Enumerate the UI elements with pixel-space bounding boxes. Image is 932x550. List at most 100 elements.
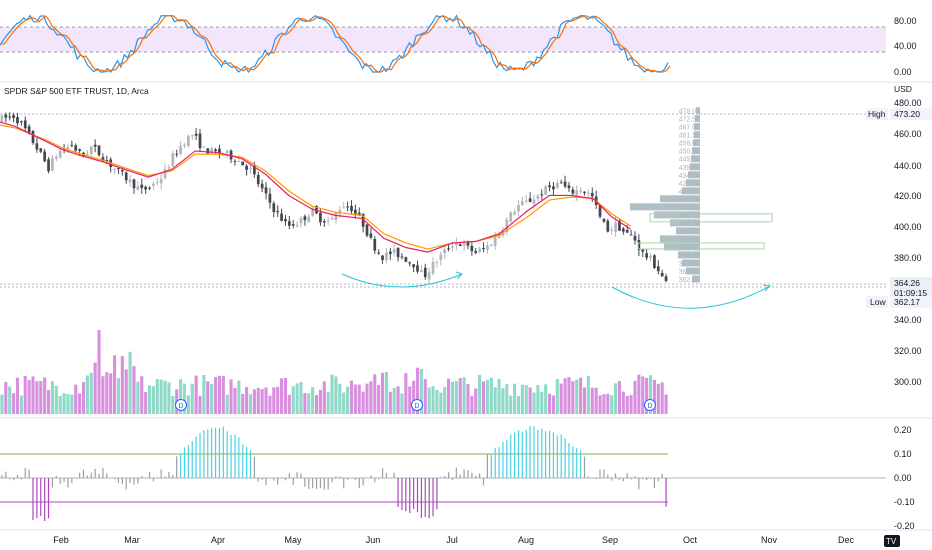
volume-profile-row <box>692 147 700 155</box>
volume-bar <box>641 376 645 414</box>
oscillator-bar <box>416 478 419 513</box>
volume-bar <box>311 387 315 414</box>
last-price-countdown: 01:09:15 <box>894 288 927 298</box>
candle-body <box>598 205 602 217</box>
volume-bar <box>478 374 482 414</box>
oscillator-bar <box>234 434 236 478</box>
volume-bar <box>621 391 625 414</box>
volume-bar <box>450 381 455 414</box>
oscillator-bar <box>172 474 174 478</box>
oscillator-bar <box>479 473 481 478</box>
candle-body <box>579 190 582 192</box>
volume-bar <box>637 374 641 414</box>
oscillator-bar <box>603 469 605 478</box>
candle-body <box>447 248 450 250</box>
candle-body <box>179 145 182 154</box>
oscillator-bar <box>102 467 104 478</box>
candle-body <box>590 192 594 197</box>
price-tick-label: 320.00 <box>894 346 922 356</box>
volume-bar <box>431 386 435 414</box>
candle-body <box>256 175 260 185</box>
candle-body <box>482 248 485 250</box>
volume-bar <box>163 380 167 414</box>
volume-bar <box>404 373 408 414</box>
volume-bar <box>575 379 579 414</box>
volume-bar <box>221 375 225 414</box>
volume-bar <box>179 379 183 414</box>
oscillator-bar <box>36 478 38 519</box>
oscillator-bar <box>358 478 360 489</box>
candle-body <box>400 256 404 258</box>
oscillator-bar <box>203 430 205 478</box>
volume-bar <box>528 387 532 414</box>
volume-profile-labels: 478.00472.51467.04461.55456.07450.59445.… <box>679 109 701 284</box>
candle-body <box>260 183 264 189</box>
volume-bar <box>213 377 218 414</box>
candle-body <box>466 241 470 246</box>
date-tick-label: Jun <box>366 535 381 545</box>
volume-profile-label: 428.66 <box>679 181 701 188</box>
candle-body <box>105 160 109 162</box>
candle-body <box>420 270 423 272</box>
oscillator-bar <box>661 473 663 478</box>
oscillator-tick-label: -0.20 <box>894 521 915 531</box>
oscillator-bar <box>160 469 162 478</box>
volume-bar <box>447 378 451 414</box>
candle-body <box>458 244 462 247</box>
oscillator-bar <box>541 428 543 478</box>
candle-body <box>171 153 175 166</box>
candle-body <box>51 158 54 171</box>
date-tick-label: Nov <box>761 535 778 545</box>
candle-body <box>120 170 124 172</box>
volume-bar <box>136 381 140 414</box>
candle-body <box>478 248 481 252</box>
oscillator-bar <box>280 478 283 479</box>
candle-body <box>183 144 186 146</box>
candle-body <box>93 144 97 147</box>
oscillator-bar <box>211 428 213 478</box>
oscillator-bar <box>614 473 617 478</box>
oscillator-bar <box>560 434 562 478</box>
candle-body <box>214 149 217 152</box>
candle-body <box>229 150 233 160</box>
candle-body <box>517 204 520 212</box>
oscillator-bar <box>494 447 496 478</box>
candle-body <box>552 186 555 190</box>
oscillator-bar <box>370 475 372 478</box>
oscillator-bar <box>618 478 621 480</box>
tradingview-logo-box <box>884 535 900 547</box>
volume-bar <box>648 375 653 414</box>
candle-body <box>276 211 280 213</box>
candle-body <box>528 198 532 202</box>
volume-bar <box>485 379 489 414</box>
oscillator-bar <box>432 478 434 517</box>
volume-bar <box>264 387 268 414</box>
oscillator-bar <box>428 478 430 519</box>
oscillator-bar <box>164 476 166 478</box>
oscillator-bar <box>230 435 232 478</box>
volume-bar <box>144 391 148 414</box>
volume-bar <box>373 374 377 414</box>
volume-bar <box>89 372 93 414</box>
oscillator-bar <box>32 478 34 521</box>
oscillator-bar <box>24 467 26 478</box>
last-price-value: 364.26 <box>894 278 920 288</box>
candle-body <box>326 220 330 222</box>
volume-bar <box>318 389 322 414</box>
candle-body <box>509 212 513 222</box>
candle-body <box>330 217 334 220</box>
volume-bar <box>120 356 124 414</box>
candle-body <box>132 179 136 189</box>
tradingview-logo: TV <box>886 537 897 546</box>
volume-bar <box>23 375 27 414</box>
candle-body <box>567 185 571 189</box>
date-tick-label: Feb <box>53 535 69 545</box>
curve-arrow-right-head <box>762 284 772 292</box>
volume-bar <box>303 393 307 414</box>
volume-bar <box>291 386 295 414</box>
oscillator-bar <box>420 478 422 518</box>
candle-body <box>548 185 551 188</box>
volume-bar <box>384 371 388 414</box>
oscillator-bar <box>486 454 489 478</box>
candle-body <box>365 224 369 236</box>
